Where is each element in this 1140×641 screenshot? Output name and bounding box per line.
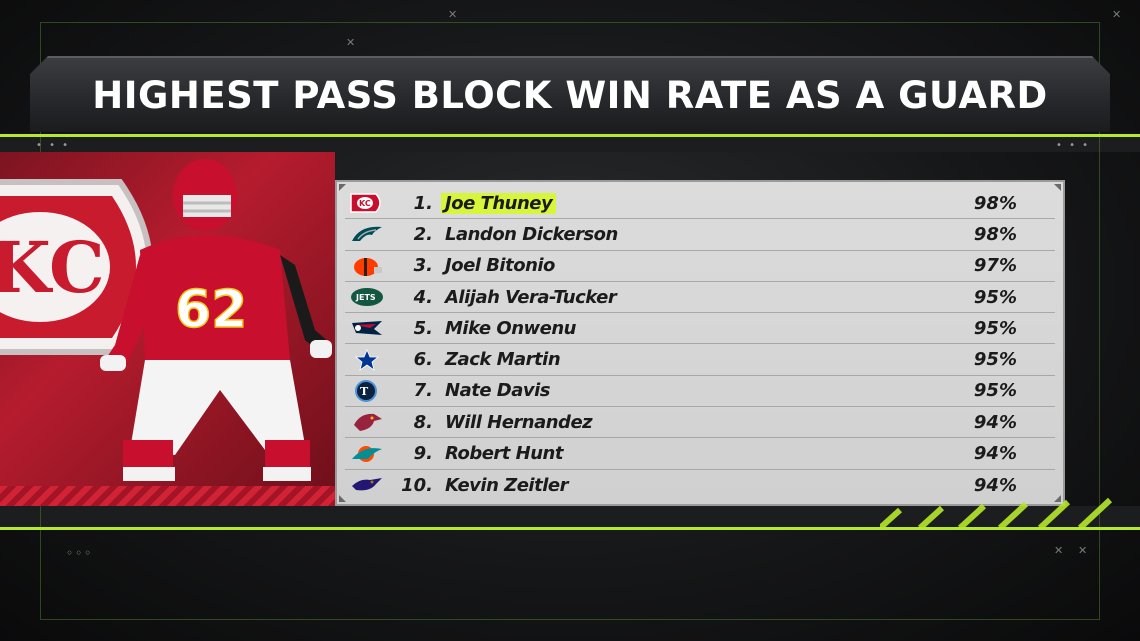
- ranking-row: T 7. Nate Davis 95%: [345, 376, 1055, 408]
- jets-logo-icon: JETS: [349, 285, 385, 309]
- win-rate-value: 94%: [973, 411, 1017, 433]
- ranking-row: 5. Mike Onwenu 95%: [345, 313, 1055, 345]
- win-rate-value: 94%: [973, 474, 1017, 496]
- win-rate-value: 95%: [973, 349, 1017, 371]
- browns-logo-icon: [349, 254, 385, 278]
- svg-text:KC: KC: [0, 226, 105, 309]
- rank-number: 3.: [413, 255, 433, 277]
- player-name: Landon Dickerson: [445, 223, 618, 245]
- decor-x: ✕: [1054, 544, 1064, 557]
- panel-corner: [339, 495, 346, 502]
- rank-number: 2.: [413, 223, 433, 245]
- player-name: Joel Bitonio: [445, 255, 555, 277]
- ranking-row: 2. Landon Dickerson 98%: [345, 219, 1055, 251]
- titans-logo-icon: T: [349, 379, 385, 403]
- lower-band: [0, 506, 1140, 527]
- rankings-list: KC 1. Joe Thuney 98% 2. Landon Dickerson 98% 3.…: [345, 188, 1055, 501]
- svg-text:62: 62: [175, 280, 247, 340]
- cowboys-logo-icon: [349, 348, 385, 372]
- ranking-row: 3. Joel Bitonio 97%: [345, 251, 1055, 282]
- decor-x: ✕: [1078, 544, 1088, 557]
- decor-x: ✕: [448, 8, 458, 21]
- panel-corner: [1054, 184, 1061, 191]
- rank-number: 8.: [413, 411, 433, 433]
- ranking-row: 10. Kevin Zeitler 94%: [345, 470, 1055, 501]
- win-rate-value: 98%: [973, 223, 1017, 245]
- accent-bar-top: [0, 134, 1140, 137]
- win-rate-value: 95%: [973, 286, 1017, 308]
- rank-number: 10.: [401, 474, 433, 496]
- player-name: Kevin Zeitler: [445, 474, 568, 496]
- win-rate-value: 98%: [973, 192, 1017, 214]
- player-name: Mike Onwenu: [445, 317, 576, 339]
- panel-corner: [339, 184, 346, 191]
- rank-number: 1.: [413, 192, 433, 214]
- rank-number: 5.: [413, 317, 433, 339]
- svg-text:JETS: JETS: [355, 293, 376, 302]
- player-name: Will Hernandez: [445, 411, 593, 433]
- panel-corner: [1054, 495, 1061, 502]
- svg-text:T: T: [360, 385, 369, 398]
- rank-number: 4.: [413, 286, 433, 308]
- player-name: Robert Hunt: [445, 443, 563, 465]
- win-rate-value: 95%: [973, 317, 1017, 339]
- title-plate: [30, 56, 1110, 132]
- ranking-row: KC 1. Joe Thuney 98%: [345, 188, 1055, 220]
- rank-number: 7.: [413, 380, 433, 402]
- ranking-row: 9. Robert Hunt 94%: [345, 438, 1055, 470]
- decor-slashes: [880, 497, 1113, 530]
- player-name: Joe Thuney: [441, 192, 557, 214]
- player-image: 62: [100, 159, 332, 481]
- decor-dots: • • •: [1056, 140, 1091, 151]
- dolphins-logo-icon: [349, 442, 385, 466]
- decor-x: ✕: [346, 36, 356, 49]
- player-name: Alijah Vera-Tucker: [445, 286, 617, 308]
- player-name: Zack Martin: [445, 349, 561, 371]
- graphic-title: HIGHEST PASS BLOCK WIN RATE AS A GUARD: [92, 73, 1048, 117]
- win-rate-value: 94%: [973, 443, 1017, 465]
- cardinals-logo-icon: [349, 410, 385, 434]
- ranking-row: 8. Will Hernandez 94%: [345, 407, 1055, 439]
- ranking-row: JETS 4. Alijah Vera-Tucker 95%: [345, 282, 1055, 314]
- decor-dots: • • •: [36, 140, 71, 151]
- patriots-logo-icon: [349, 316, 385, 340]
- svg-text:KC: KC: [359, 199, 371, 208]
- eagles-logo-icon: [349, 222, 385, 246]
- win-rate-value: 95%: [973, 380, 1017, 402]
- team-panel-stripe: [0, 486, 335, 506]
- rank-number: 6.: [413, 349, 433, 371]
- accent-bar-bottom: [0, 527, 1140, 530]
- win-rate-value: 97%: [973, 255, 1017, 277]
- upper-band: [0, 137, 1140, 152]
- decor-x: ✕: [1112, 8, 1122, 21]
- ravens-logo-icon: [349, 473, 385, 497]
- rank-number: 9.: [413, 443, 433, 465]
- player-name: Nate Davis: [445, 380, 551, 402]
- ranking-row: 6. Zack Martin 95%: [345, 344, 1055, 376]
- chiefs-logo-icon: KC: [349, 191, 385, 215]
- decor-rings: ◦◦◦: [66, 546, 94, 560]
- rankings-panel: KC 1. Joe Thuney 98% 2. Landon Dickerson 98% 3.…: [335, 180, 1065, 506]
